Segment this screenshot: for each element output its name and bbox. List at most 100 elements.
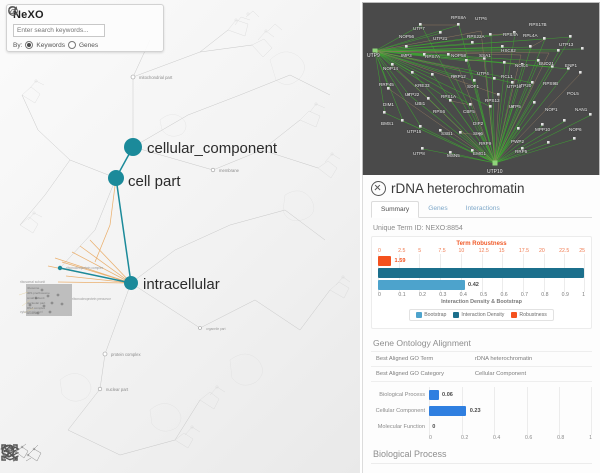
help-icon[interactable]: ? [8,6,147,37]
ontology-network-canvas[interactable]: ribosome 90S preribosome small subunit nuc… [0,0,360,473]
legend-swatch-bootstrap [416,312,423,318]
svg-text:?: ? [11,10,15,16]
svg-text:UTP9: UTP9 [367,53,380,59]
biological-process-heading: Biological Process [373,449,447,459]
legend-swatch-interaction-density [453,312,460,318]
axis-tick: 0.4 [493,435,501,441]
view-toolbar[interactable] [0,443,360,473]
go-bar [429,390,439,400]
svg-text:RPS9B: RPS9B [543,81,558,86]
svg-text:SIK6: SIK6 [473,131,483,136]
go-value: 0.06 [442,392,453,398]
tab-summary[interactable]: Summary [371,201,420,218]
svg-text:UTP4: UTP4 [477,71,489,76]
svg-text:RPS13: RPS13 [485,98,500,103]
svg-text:RPS7A: RPS7A [425,54,441,59]
ontology-highlighted-nodes[interactable] [108,138,142,290]
svg-text:IMP3: IMP3 [401,53,412,58]
svg-text:UTP10: UTP10 [487,169,503,175]
axis-tick: 0.5 [480,292,488,298]
svg-text:KRE33: KRE33 [415,83,430,88]
radio-keywords[interactable] [25,41,34,49]
svg-text:RPS22A: RPS22A [467,34,486,39]
svg-text:RRP12: RRP12 [451,74,466,79]
svg-text:UTP15: UTP15 [407,129,422,134]
axis-tick: 2.5 [398,248,406,254]
node-label-intracellular: intracellular [143,276,220,293]
go-plot: 0.23 [429,403,592,419]
svg-text:MPP10: MPP10 [535,127,551,132]
legend-label: Bootstrap [424,312,447,318]
robustness-chart-title: Term Robustness [456,241,507,247]
gene-interaction-network[interactable]: UTP9 UTP10 UTP7 RPS8A UTP6 RPS17B NOP56 … [362,2,600,176]
ontology-small-labels: mitochondrial part membrane protein comp… [20,75,240,392]
svg-text:RCL1: RCL1 [501,74,513,79]
svg-text:CBF5: CBF5 [463,109,475,114]
gene-network-graph[interactable]: UTP9 UTP10 UTP7 RPS8A UTP6 RPS17B NOP56 … [363,3,599,175]
axis-tick: 15 [498,248,505,254]
radio-genes[interactable] [67,41,76,49]
search-panel[interactable]: NeXO ? By: Keywords [6,4,164,52]
svg-text:small subunit: small subunit [27,296,45,300]
tab-genes[interactable]: Genes [428,205,448,212]
robustness-legend: Bootstrap Interaction Density Robustness [409,309,554,321]
ontology-small-nodes[interactable] [57,74,216,392]
robustness-chart-card: Term Robustness 0 2.5 5 7.5 10 12.5 15 1… [371,236,592,329]
svg-text:membrane: membrane [219,168,240,173]
legend-item: Robustness [511,312,547,318]
go-bar [429,406,467,416]
tab-interactions[interactable]: Interactions [465,205,500,212]
go-plot: 0.06 [429,387,592,403]
svg-text:nucleolar part: nucleolar part [27,301,45,305]
svg-text:snoRNP: snoRNP [27,311,38,315]
gene-labels: UTP9 UTP10 UTP7 RPS8A UTP6 RPS17B NOP56 … [367,15,588,175]
svg-text:RPS4A: RPS4A [503,32,519,37]
svg-text:EMG1: EMG1 [473,151,486,156]
by-label: By: [13,41,23,49]
legend-item: Interaction Density [453,312,504,318]
svg-text:MSN5: MSN5 [447,153,460,158]
svg-text:ENP1: ENP1 [565,63,577,68]
svg-text:mitochondrial part: mitochondrial part [139,75,173,80]
axis-tick: 0.9 [561,292,569,298]
svg-text:ribosome: ribosome [27,286,40,290]
chevron-down-icon[interactable] [8,8,157,37]
svg-text:UTP20: UTP20 [517,83,532,88]
svg-text:NOP6: NOP6 [569,127,582,132]
svg-text:90S preribosome: 90S preribosome [27,291,50,295]
go-category-chart: Biological Process 0.06 Cellular Compone… [371,387,593,441]
go-value: 0 [432,424,436,430]
term-title: rDNA heterochromatin [391,181,525,196]
axis-tick: 0 [429,435,432,441]
reset-icon[interactable] [8,6,133,37]
axis-tick: 5 [418,248,422,254]
close-circle-icon[interactable] [371,181,386,196]
axis-tick: 20 [539,248,545,254]
axis-tick: 25 [579,248,586,254]
axis-tick: 17.5 [518,248,529,254]
search-icon[interactable] [8,6,119,37]
axis-tick: 0.8 [541,292,549,298]
axis-tick: 0.6 [525,435,533,441]
search-row: ? [8,6,157,37]
detail-header: rDNA heterochromatin [363,175,600,199]
go-alignment-table: Best Aligned GO Term rDNA heterochromati… [371,351,592,382]
detail-tabs[interactable]: Summary Genes Interactions [371,201,592,218]
kv-value: rDNA heterochromatin [474,356,533,362]
axis-tick: 0.3 [439,292,447,298]
svg-text:SOF1: SOF1 [467,84,479,89]
svg-text:cytoplasmic part: cytoplasmic part [20,310,43,314]
go-value: 0.23 [469,408,481,414]
svg-text:NOP56: NOP56 [399,34,415,39]
svg-text:RPS8A: RPS8A [451,15,467,20]
svg-text:HSC82: HSC82 [501,48,516,53]
gene-nodes[interactable] [372,23,592,166]
svg-text:SSA1: SSA1 [479,53,491,58]
axis-tick: 10 [458,248,465,254]
go-row-cellular-component: Cellular Component 0.23 [371,403,592,419]
robustness-bottom-axis: 0 0.1 0.2 0.3 0.4 0.5 0.6 0.7 0.8 0.9 1 [378,292,585,298]
search-input[interactable] [13,24,105,37]
axis-tick: 1 [582,292,585,298]
